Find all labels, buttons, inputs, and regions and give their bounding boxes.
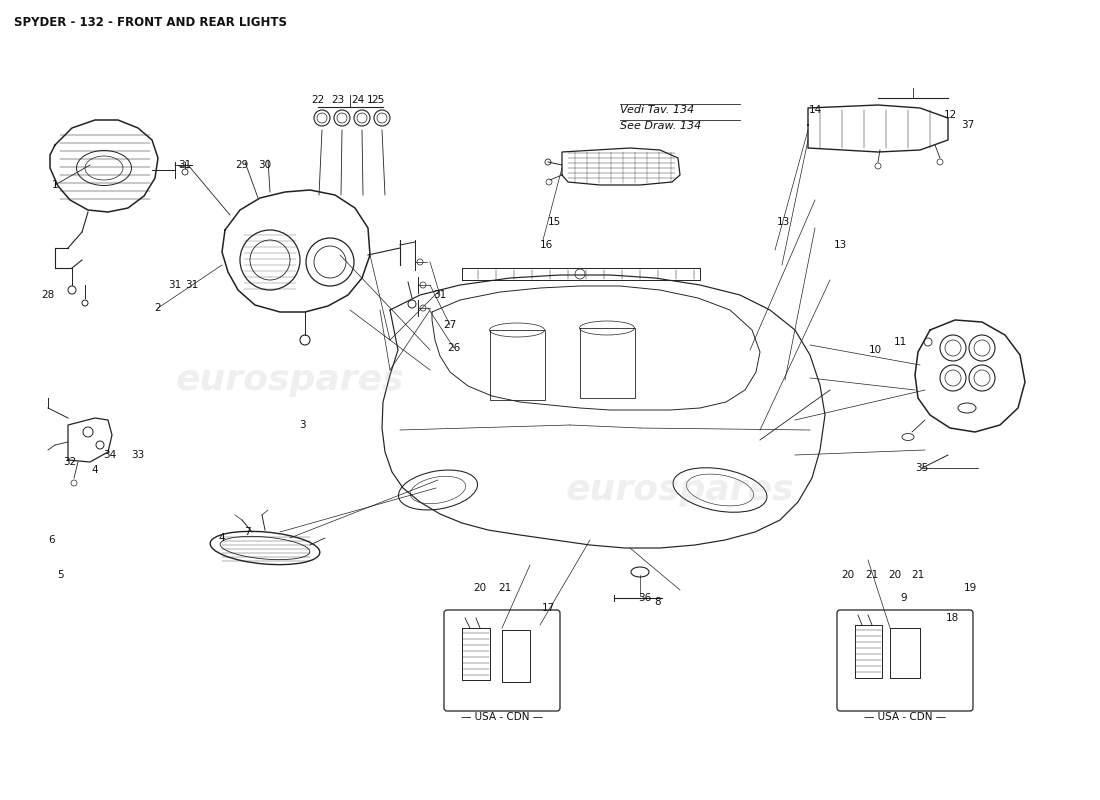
- Text: 24: 24: [351, 95, 364, 105]
- Text: 9: 9: [901, 593, 908, 603]
- Text: 23: 23: [331, 95, 344, 105]
- Text: 31: 31: [433, 290, 447, 300]
- Text: 31: 31: [186, 280, 199, 290]
- Text: 19: 19: [964, 583, 977, 593]
- Text: 3: 3: [299, 420, 306, 430]
- Text: 17: 17: [541, 603, 554, 613]
- Text: 6: 6: [48, 535, 55, 545]
- Text: 26: 26: [448, 343, 461, 353]
- Text: 11: 11: [893, 337, 906, 347]
- Text: 4: 4: [91, 465, 98, 475]
- Text: 8: 8: [654, 597, 661, 607]
- Text: SPYDER - 132 - FRONT AND REAR LIGHTS: SPYDER - 132 - FRONT AND REAR LIGHTS: [14, 16, 287, 29]
- Text: 2: 2: [155, 303, 162, 313]
- Text: 14: 14: [808, 105, 822, 115]
- Text: 30: 30: [258, 160, 272, 170]
- Text: 36: 36: [638, 593, 651, 603]
- Text: 15: 15: [548, 217, 561, 227]
- Text: eurospares: eurospares: [565, 473, 794, 507]
- Text: 27: 27: [443, 320, 456, 330]
- Text: 35: 35: [915, 463, 928, 473]
- Text: 28: 28: [42, 290, 55, 300]
- Text: 16: 16: [539, 240, 552, 250]
- Text: 7: 7: [244, 527, 251, 537]
- Text: 12: 12: [944, 110, 957, 120]
- Text: 20: 20: [473, 583, 486, 593]
- Text: Vedi Tav. 134: Vedi Tav. 134: [620, 105, 694, 115]
- Text: See Draw. 134: See Draw. 134: [620, 121, 702, 131]
- Text: 10: 10: [868, 345, 881, 355]
- Text: 34: 34: [103, 450, 117, 460]
- Text: 13: 13: [777, 217, 790, 227]
- Text: 20: 20: [889, 570, 902, 580]
- Text: 18: 18: [945, 613, 958, 623]
- Text: 37: 37: [961, 120, 975, 130]
- Text: 31: 31: [168, 280, 182, 290]
- Text: 32: 32: [64, 457, 77, 467]
- Text: 21: 21: [912, 570, 925, 580]
- Text: 1: 1: [366, 95, 373, 105]
- Text: — USA - CDN —: — USA - CDN —: [461, 712, 543, 722]
- Text: 21: 21: [498, 583, 512, 593]
- Text: 22: 22: [311, 95, 324, 105]
- Text: 31: 31: [178, 160, 191, 170]
- Text: 33: 33: [131, 450, 144, 460]
- Text: eurospares: eurospares: [176, 363, 405, 397]
- Text: 4: 4: [219, 533, 225, 543]
- Text: — USA - CDN —: — USA - CDN —: [864, 712, 946, 722]
- Text: 25: 25: [372, 95, 385, 105]
- Text: 20: 20: [842, 570, 855, 580]
- Text: 29: 29: [235, 160, 249, 170]
- Text: 1: 1: [52, 180, 58, 190]
- Text: 21: 21: [866, 570, 879, 580]
- Text: 13: 13: [834, 240, 847, 250]
- Text: 5: 5: [57, 570, 64, 580]
